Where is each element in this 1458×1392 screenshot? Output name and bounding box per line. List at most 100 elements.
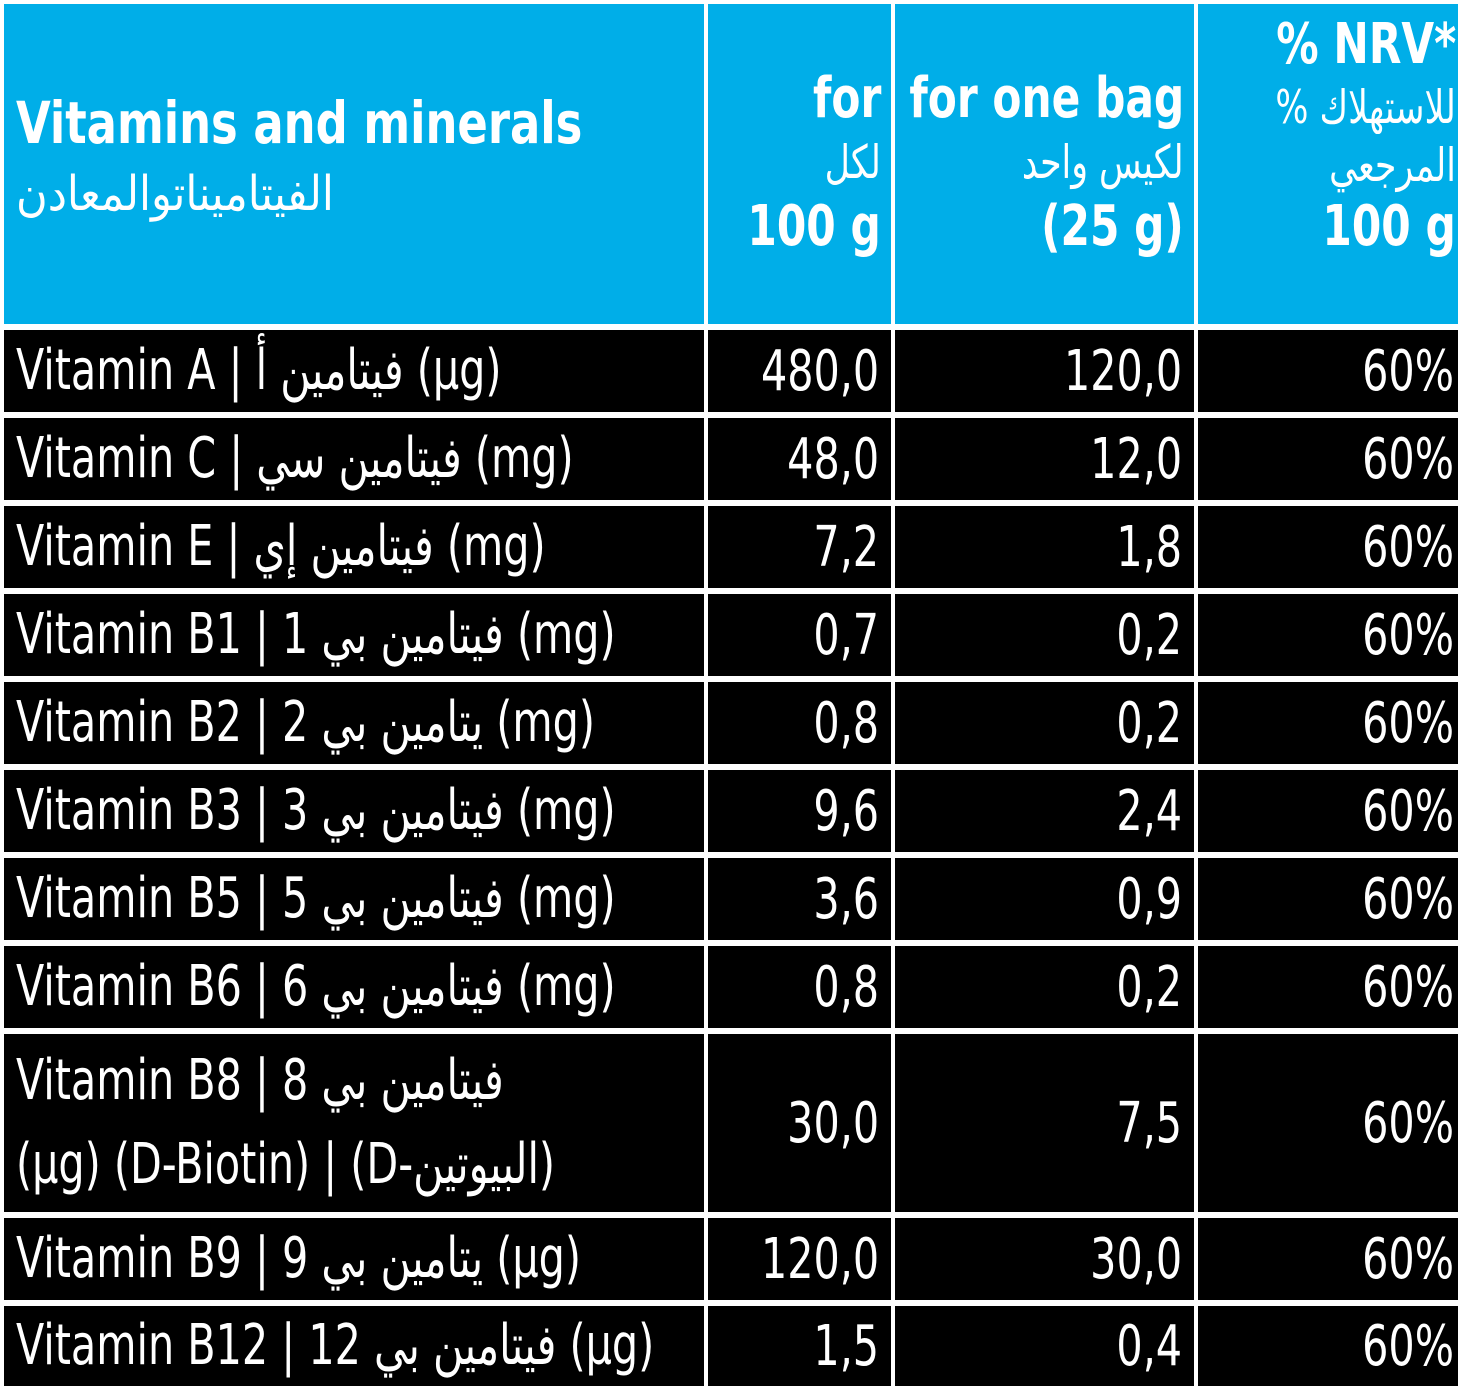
- header-per-bag-en: for one bag: [909, 66, 1184, 131]
- row-per-bag-value: 2,4: [1116, 778, 1182, 844]
- header-nrv-ar-2: المرجعي: [1329, 138, 1456, 192]
- row-per-100g: 1,5: [708, 1306, 891, 1386]
- row-nrv: 60%: [1198, 330, 1458, 412]
- row-per-100g: 30,0: [708, 1034, 891, 1212]
- row-label-text: Vitamin B12 | فيتامين بي 12 (µg): [16, 1313, 655, 1378]
- header-nrv: % NRV* % للاستهلاك المرجعي 100 g: [1198, 4, 1458, 324]
- row-nrv: 60%: [1198, 770, 1458, 852]
- row-label-text: Vitamin B6 | فيتامين بي 6 (mg): [16, 954, 616, 1019]
- row-label-text: Vitamin B5 | فيتامين بي 5 (mg): [16, 866, 616, 931]
- row-per-bag: 0,2: [895, 594, 1194, 676]
- row-label: Vitamin B2 | يتامين بي 2 (mg): [4, 682, 704, 764]
- row-label: Vitamin B3 | فيتامين بي 3 (mg): [4, 770, 704, 852]
- row-nrv-value: 60%: [1362, 1226, 1454, 1292]
- row-nrv-value: 60%: [1362, 426, 1454, 492]
- row-label: Vitamin B9 | يتامين بي 9 (µg): [4, 1218, 704, 1300]
- row-nrv: 60%: [1198, 682, 1458, 764]
- row-nrv: 60%: [1198, 506, 1458, 588]
- row-nrv-value: 60%: [1362, 778, 1454, 844]
- row-per-100g: 48,0: [708, 418, 891, 500]
- row-per-bag-value: 12,0: [1090, 426, 1182, 492]
- header-nrv-qty: 100 g: [1322, 194, 1456, 259]
- row-per-bag: 120,0: [895, 330, 1194, 412]
- row-per-100g: 480,0: [708, 330, 891, 412]
- row-label: Vitamin B6 | فيتامين بي 6 (mg): [4, 946, 704, 1028]
- row-per-100g: 9,6: [708, 770, 891, 852]
- row-per-bag-value: 0,4: [1116, 1313, 1182, 1379]
- row-per-bag-value: 120,0: [1063, 338, 1182, 404]
- row-per-100g-value: 3,6: [813, 866, 879, 932]
- row-nrv-value: 60%: [1362, 690, 1454, 756]
- row-per-bag: 1,8: [895, 506, 1194, 588]
- row-nrv: 60%: [1198, 418, 1458, 500]
- row-per-100g: 0,7: [708, 594, 891, 676]
- row-per-bag: 12,0: [895, 418, 1194, 500]
- row-per-bag: 2,4: [895, 770, 1194, 852]
- row-nrv-value: 60%: [1362, 514, 1454, 580]
- header-per-100g-en: for: [812, 66, 881, 131]
- row-label: Vitamin B12 | فيتامين بي 12 (µg): [4, 1306, 704, 1386]
- row-nrv: 60%: [1198, 594, 1458, 676]
- row-label-text: Vitamin B1 | فيتامين بي 1 (mg): [16, 602, 616, 667]
- row-per-100g: 0,8: [708, 946, 891, 1028]
- row-per-bag-value: 0,9: [1116, 866, 1182, 932]
- row-per-100g: 7,2: [708, 506, 891, 588]
- row-nrv: 60%: [1198, 858, 1458, 940]
- row-per-100g-value: 0,8: [813, 954, 879, 1020]
- row-per-100g-value: 7,2: [813, 514, 879, 580]
- row-label: Vitamin E | فيتامين إي (mg): [4, 506, 704, 588]
- row-label: Vitamin A | فيتامين أ (µg): [4, 330, 704, 412]
- row-label-text: Vitamin C | فيتامين سي (mg): [16, 426, 574, 491]
- row-nrv-value: 60%: [1362, 1090, 1454, 1156]
- row-label: Vitamin B5 | فيتامين بي 5 (mg): [4, 858, 704, 940]
- row-per-bag: 30,0: [895, 1218, 1194, 1300]
- row-per-bag-value: 0,2: [1116, 690, 1182, 756]
- row-nrv: 60%: [1198, 1218, 1458, 1300]
- header-per-100g: for لكل 100 g: [708, 4, 891, 324]
- row-per-100g-value: 0,8: [813, 690, 879, 756]
- row-per-100g-value: 30,0: [787, 1090, 879, 1156]
- row-nrv-value: 60%: [1362, 1313, 1454, 1379]
- row-per-100g-value: 48,0: [787, 426, 879, 492]
- row-per-bag: 0,2: [895, 682, 1194, 764]
- header-per-bag: for one bag لكيس واحد (25 g): [895, 4, 1194, 324]
- row-label: Vitamin B1 | فيتامين بي 1 (mg): [4, 594, 704, 676]
- header-per-100g-qty: 100 g: [747, 194, 881, 259]
- row-label-text: Vitamin B3 | فيتامين بي 3 (mg): [16, 778, 616, 843]
- header-name-en: Vitamins and minerals: [16, 89, 583, 157]
- row-nrv: 60%: [1198, 1034, 1458, 1212]
- row-nrv-value: 60%: [1362, 338, 1454, 404]
- row-per-bag-value: 7,5: [1116, 1090, 1182, 1156]
- row-label: Vitamin B8 | فيتامين بي 8 (µg) (D-Biotin…: [4, 1034, 704, 1212]
- row-per-bag: 0,9: [895, 858, 1194, 940]
- row-per-bag: 7,5: [895, 1034, 1194, 1212]
- row-per-100g: 3,6: [708, 858, 891, 940]
- row-label: Vitamin C | فيتامين سي (mg): [4, 418, 704, 500]
- row-per-bag-value: 0,2: [1116, 954, 1182, 1020]
- header-per-bag-qty: (25 g): [1041, 194, 1184, 259]
- row-per-bag-value: 0,2: [1116, 602, 1182, 668]
- header-nrv-en: % NRV*: [1275, 12, 1456, 77]
- header-per-bag-ar: لكيس واحد: [1022, 135, 1184, 189]
- row-per-100g-value: 0,7: [813, 602, 879, 668]
- row-per-bag: 0,4: [895, 1306, 1194, 1386]
- row-nrv: 60%: [1198, 946, 1458, 1028]
- row-per-100g-value: 120,0: [760, 1226, 879, 1292]
- row-per-100g-value: 480,0: [760, 338, 879, 404]
- row-nrv-value: 60%: [1362, 866, 1454, 932]
- row-nrv: 60%: [1198, 1306, 1458, 1386]
- row-label-text: Vitamin B8 | فيتامين بي 8 (µg) (D-Biotin…: [16, 1048, 556, 1197]
- row-label-text: Vitamin B2 | يتامين بي 2 (mg): [16, 690, 595, 755]
- row-per-bag-value: 1,8: [1116, 514, 1182, 580]
- row-label-text: Vitamin E | فيتامين إي (mg): [16, 514, 546, 579]
- row-per-bag-value: 30,0: [1090, 1226, 1182, 1292]
- row-label-text: Vitamin B9 | يتامين بي 9 (µg): [16, 1226, 581, 1291]
- row-per-100g: 120,0: [708, 1218, 891, 1300]
- row-nrv-value: 60%: [1362, 954, 1454, 1020]
- row-per-100g: 0,8: [708, 682, 891, 764]
- header-nutrient-name: Vitamins and minerals الفيتاميناتوالمعاد…: [4, 4, 704, 324]
- header-nrv-ar-1: % للاستهلاك: [1275, 80, 1456, 134]
- row-per-100g-value: 1,5: [813, 1313, 879, 1379]
- row-per-100g-value: 9,6: [813, 778, 879, 844]
